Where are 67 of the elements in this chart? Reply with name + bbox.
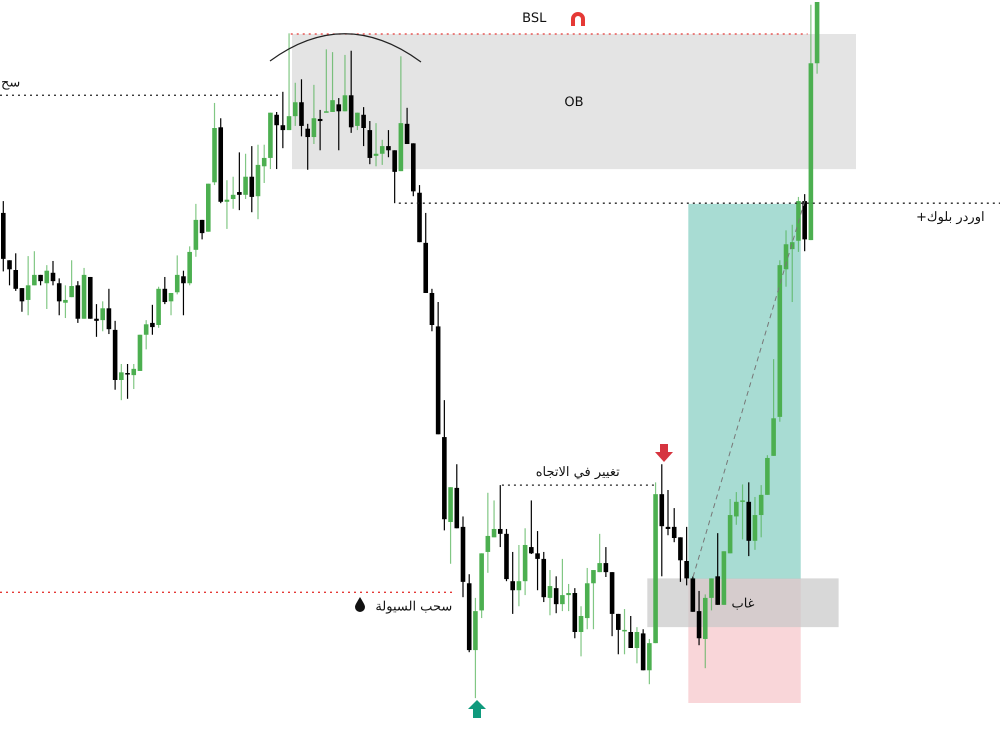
candlestick: [230, 176, 236, 210]
ref-line-label: +اوردر بلوك: [916, 210, 985, 226]
candlestick: [56, 278, 62, 316]
candlestick: [554, 576, 558, 614]
candlestick: [106, 288, 112, 335]
band-label: OB: [564, 95, 584, 110]
candlestick: [560, 558, 565, 612]
ref-line-label: سح: [1, 75, 20, 90]
candlestick: [44, 264, 50, 310]
candlestick: [604, 546, 608, 578]
candlestick: [492, 500, 496, 538]
candlestick: [758, 484, 764, 538]
candlestick: [374, 122, 378, 167]
candlestick: [380, 139, 385, 166]
candlestick: [299, 78, 304, 137]
candlestick: [510, 551, 515, 614]
candlestick: [150, 304, 155, 336]
candlestick: [709, 578, 714, 612]
candlestick: [292, 82, 298, 127]
candlestick: [174, 254, 180, 295]
candlestick: [386, 129, 391, 158]
candlestick: [740, 484, 745, 540]
candlestick: [548, 569, 552, 616]
candlestick: [305, 123, 310, 170]
candlestick: [529, 500, 534, 555]
candlestick: [200, 219, 204, 240]
candlestick: [634, 626, 640, 664]
candlestick: [566, 583, 571, 612]
candlestick: [361, 106, 366, 147]
candlestick: [274, 111, 279, 170]
candlestick: [168, 292, 174, 316]
candlestick: [69, 260, 74, 298]
candlestick: [616, 613, 621, 655]
candlestick: [237, 152, 242, 211]
candlestick: [144, 320, 148, 350]
candlestick: [312, 84, 316, 145]
candlestick: [336, 97, 342, 151]
candlestick: [26, 255, 30, 316]
candlestick: [119, 363, 124, 401]
candlestick: [622, 608, 627, 655]
candlestick: [280, 91, 286, 149]
ref-line-label: تغيير في الاتجاه: [536, 465, 620, 480]
candlestick: [628, 615, 634, 649]
candlestick: [286, 32, 292, 131]
candlestick: [355, 112, 360, 131]
candlestick: [100, 300, 105, 332]
candlestick: [392, 150, 397, 204]
candlestick: [498, 484, 503, 548]
candlestick: [342, 54, 348, 112]
candlestick: [535, 530, 540, 591]
candlestick: [125, 363, 130, 400]
candlestick: [243, 153, 248, 200]
candlestick: [94, 304, 99, 338]
candlestick: [249, 146, 254, 213]
candlestick: [684, 526, 689, 586]
band-label: غاب: [731, 596, 755, 612]
ref-line-label: BSL: [522, 11, 548, 26]
candlestick: [224, 180, 230, 230]
candlestick: [162, 276, 168, 305]
candlestick: [486, 492, 490, 574]
candlestick: [516, 544, 522, 607]
ref-line-label: سحب السيولة: [375, 599, 452, 614]
candlestick: [32, 250, 37, 286]
candlestick: [181, 270, 186, 316]
candlestick: [318, 109, 322, 151]
candlestick: [7, 260, 12, 286]
candlestick: [50, 260, 56, 286]
